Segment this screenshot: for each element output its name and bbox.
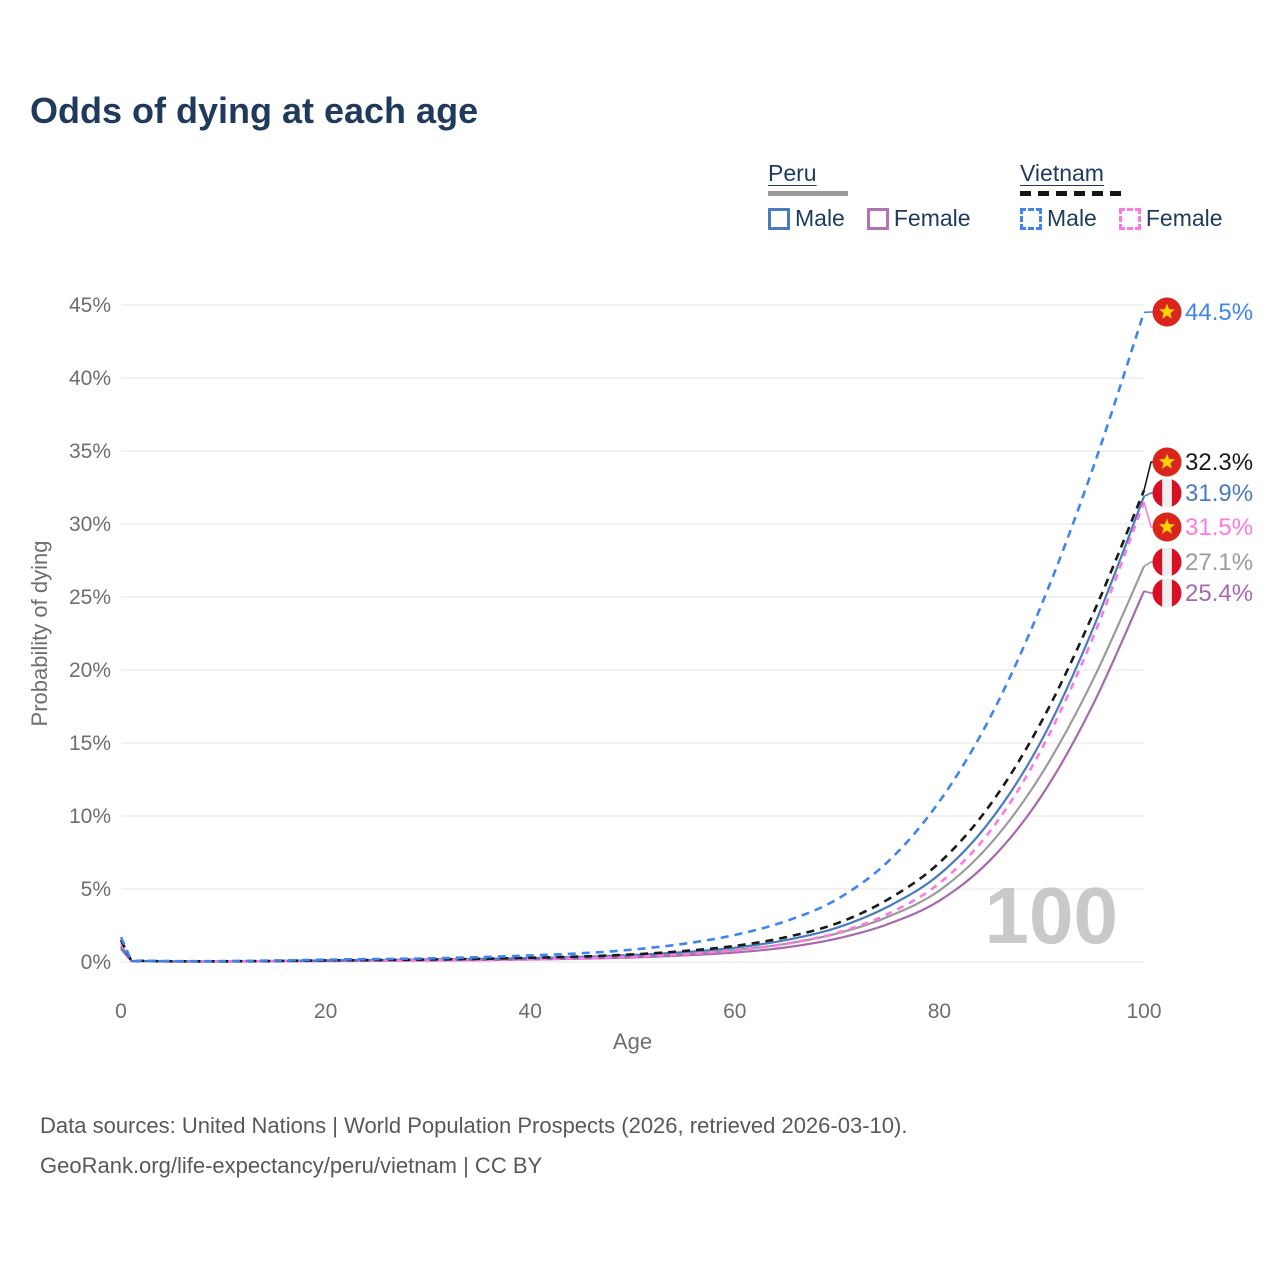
x-tick-label: 80	[928, 1000, 951, 1023]
legend-item-label: Female	[1145, 205, 1223, 231]
y-axis-tick-labels: 0% 5% 10% 15% 20% 25% 30% 35% 40% 45%	[69, 294, 111, 974]
curve-vietnam-male[interactable]	[119, 311, 1146, 963]
leader-line-peru-male	[1143, 492, 1153, 498]
y-tick-label: 40%	[69, 367, 111, 390]
curve-vietnam-female[interactable]	[119, 501, 1146, 963]
vietnam-flag-icon	[1152, 297, 1182, 327]
legend-item-label: Male	[795, 205, 845, 231]
peru-line-style-sample	[768, 191, 848, 196]
legend-item-label: Female	[893, 205, 971, 231]
y-tick-label: 35%	[69, 440, 111, 463]
vietnam-female-swatch-icon	[1118, 207, 1141, 230]
legend-group-peru: Peru Male Female	[768, 160, 971, 232]
age-watermark: 100	[985, 871, 1118, 960]
series-curves	[119, 311, 1146, 963]
vietnam-flag-icon	[1152, 447, 1182, 477]
curve-vietnam-both[interactable]	[119, 489, 1146, 963]
end-label-vietnam-both: 32.3%	[1185, 449, 1253, 476]
peru-flag-icon	[1152, 478, 1182, 508]
legend-country-peru[interactable]: Peru	[768, 160, 817, 186]
peru-flag-icon	[1152, 578, 1182, 608]
y-tick-label: 15%	[69, 732, 111, 755]
x-tick-label: 0	[115, 1000, 127, 1023]
attribution-text: GeoRank.org/life-expectancy/peru/vietnam…	[40, 1153, 543, 1178]
x-tick-label: 40	[519, 1000, 542, 1023]
y-tick-label: 20%	[69, 659, 111, 682]
data-sources-text: Data sources: United Nations | World Pop…	[40, 1113, 908, 1138]
vietnam-male-swatch-icon	[1020, 207, 1042, 230]
legend-group-vietnam: Vietnam Male Female	[1020, 160, 1223, 232]
end-label-vietnam-female: 31.5%	[1185, 514, 1253, 541]
x-tick-label: 100	[1126, 1000, 1161, 1023]
leader-line-peru-both	[1143, 561, 1153, 567]
legend-country-vietnam[interactable]: Vietnam	[1020, 160, 1104, 186]
vietnam-flag-icon	[1152, 512, 1182, 542]
x-tick-label: 20	[314, 1000, 337, 1023]
x-axis-title: Age	[613, 1029, 652, 1054]
legend-item-peru-female[interactable]: Female	[866, 205, 971, 232]
end-label-vietnam-male: 44.5%	[1185, 299, 1253, 326]
peru-flag-icon	[1152, 547, 1182, 577]
page-title: Odds of dying at each age	[30, 90, 479, 131]
leader-line-vietnam-female	[1143, 501, 1153, 528]
legend-item-vietnam-male[interactable]: Male	[1020, 205, 1097, 232]
footer: Data sources: United Nations | World Pop…	[40, 1106, 907, 1186]
x-tick-label: 60	[723, 1000, 746, 1023]
legend-item-label: Male	[1047, 205, 1097, 231]
gridlines	[121, 304, 1144, 963]
end-label-peru-female: 25.4%	[1185, 580, 1253, 607]
leader-line-vietnam-both	[1143, 461, 1153, 491]
peru-male-swatch-icon	[768, 207, 790, 230]
y-tick-label: 45%	[69, 294, 111, 317]
legend-item-vietnam-female[interactable]: Female	[1118, 205, 1223, 232]
legend-item-peru-male[interactable]: Male	[768, 205, 845, 232]
x-axis-tick-labels: 0 20 40 60 80 100	[115, 1000, 1161, 1023]
y-tick-label: 5%	[81, 878, 111, 901]
y-tick-label: 25%	[69, 586, 111, 609]
peru-female-swatch-icon	[866, 207, 889, 230]
end-label-peru-male: 31.9%	[1185, 480, 1253, 507]
y-tick-label: 30%	[69, 513, 111, 536]
y-tick-label: 10%	[69, 805, 111, 828]
leader-line-peru-female	[1143, 590, 1153, 594]
end-label-peru-both: 27.1%	[1185, 549, 1253, 576]
legend: Peru Male Female Vietnam Male	[0, 160, 1280, 250]
y-tick-label: 0%	[81, 951, 111, 974]
vietnam-line-style-sample	[1020, 191, 1126, 196]
end-value-labels: 27.1% 25.4% 31.9% 31.5% 32.3% 44.5%	[1143, 297, 1253, 608]
y-axis-title: Probability of dying	[27, 541, 52, 727]
